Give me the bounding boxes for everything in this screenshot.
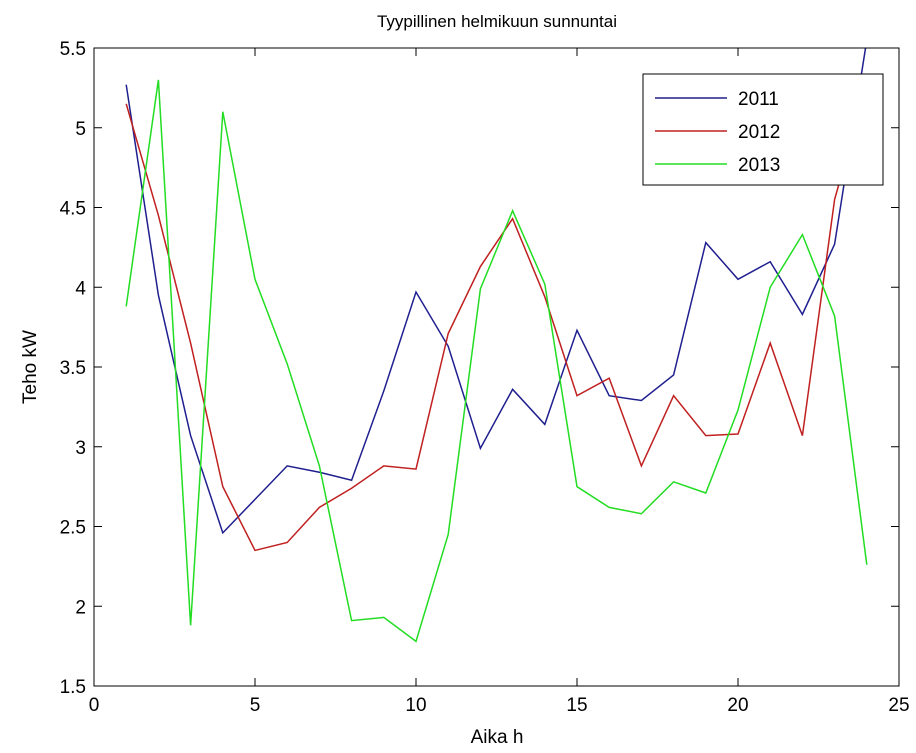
- y-tick-label: 5.5: [60, 39, 86, 60]
- y-tick-label: 2.5: [60, 518, 86, 539]
- x-tick-label: 10: [405, 695, 426, 716]
- series-layer: [125, 48, 868, 643]
- series-line-2013: [125, 79, 868, 643]
- y-tick-label: 3: [75, 438, 86, 459]
- ticks-layer: 0 5 10 15 20 25 1.5 2 2.5 3 3.5 4 4.5 5 5.5: [60, 39, 910, 716]
- legend-label-2013: 2013: [738, 155, 780, 176]
- x-tick-label: 15: [566, 695, 587, 716]
- x-tick-label: 5: [250, 695, 261, 716]
- y-axis-label: Teho kW: [20, 330, 41, 404]
- legend: 2011 2012 2013: [642, 73, 884, 186]
- y-tick-label: 3.5: [60, 358, 86, 379]
- x-tick-label: 20: [727, 695, 748, 716]
- y-tick-label: 2: [75, 597, 86, 618]
- y-tick-label: 4.5: [60, 199, 86, 220]
- legend-label-2012: 2012: [738, 122, 780, 143]
- x-tick-label: 25: [888, 695, 909, 716]
- y-tick-label: 1.5: [60, 677, 86, 698]
- chart-title: Tyypillinen helmikuun sunnuntai: [377, 12, 617, 31]
- y-tick-label: 4: [75, 278, 86, 299]
- series-line-2012: [125, 84, 868, 552]
- x-axis-label: Aika h: [471, 727, 524, 748]
- series-line-2011: [125, 48, 867, 535]
- legend-box: [642, 73, 884, 186]
- legend-label-2011: 2011: [738, 89, 779, 110]
- x-tick-label: 0: [89, 695, 100, 716]
- y-tick-label: 5: [75, 119, 86, 140]
